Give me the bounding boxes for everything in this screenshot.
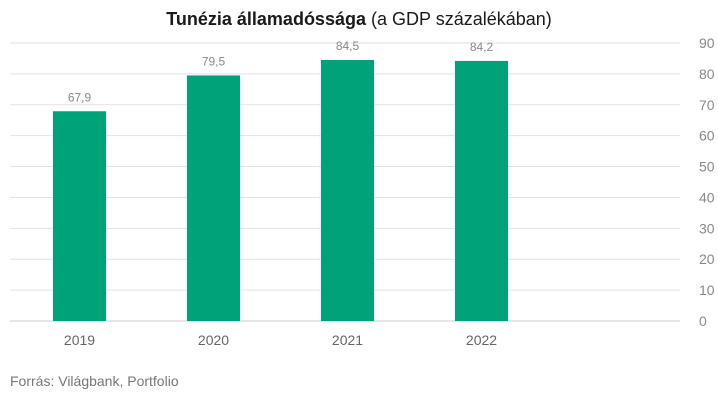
y-tick-label: 50 [699, 159, 715, 175]
y-tick-label: 80 [699, 66, 715, 82]
y-tick-label: 0 [699, 313, 707, 329]
x-axis-ticks: 2019 2020 2021 2022 [64, 332, 497, 348]
chart-title-bold: Tunézia államadóssága [166, 9, 366, 29]
chart-title: Tunézia államadóssága (a GDP százalékába… [0, 9, 718, 30]
bar [187, 75, 240, 321]
y-tick-label: 60 [699, 128, 715, 144]
y-tick-label: 90 [699, 35, 715, 51]
bars [53, 59, 508, 322]
chart-title-subtitle: (a GDP százalékában) [371, 9, 552, 29]
data-label: 84,5 [336, 39, 360, 53]
x-tick-label: 2020 [198, 332, 229, 348]
bar [321, 59, 374, 321]
data-label: 79,5 [202, 54, 226, 68]
x-tick-label: 2022 [466, 332, 497, 348]
y-tick-label: 70 [699, 97, 715, 113]
source-note: Forrás: Világbank, Portfolio [10, 373, 179, 389]
bar [455, 60, 508, 321]
y-tick-label: 20 [699, 251, 715, 267]
bar [53, 111, 106, 322]
y-tick-label: 30 [699, 220, 715, 236]
y-tick-label: 10 [699, 282, 715, 298]
x-tick-label: 2019 [64, 332, 95, 348]
data-labels: 67,9 79,5 84,5 84,2 [68, 39, 494, 104]
data-label: 67,9 [68, 90, 92, 104]
y-tick-label: 40 [699, 189, 715, 205]
data-label: 84,2 [470, 40, 494, 54]
x-tick-label: 2021 [332, 332, 363, 348]
y-axis-ticks: 0 10 20 30 40 50 60 70 80 90 [699, 35, 715, 329]
